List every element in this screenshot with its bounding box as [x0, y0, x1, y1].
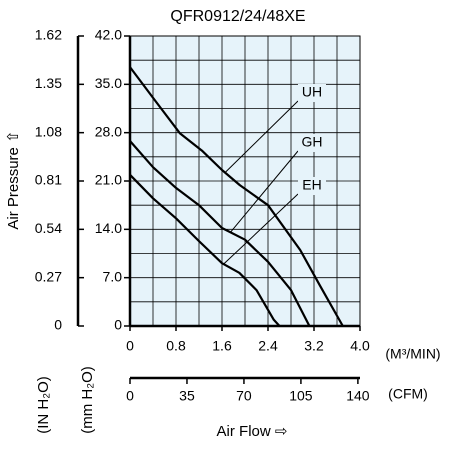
label-bg [298, 134, 326, 152]
x-tick-label: 3.2 [304, 338, 324, 354]
y-tick-label: 42.0 [95, 27, 122, 43]
x2-tick-label: 0 [126, 388, 134, 404]
chart-title: QFR0912/24/48XE [170, 8, 305, 25]
x-tick-label: 0.8 [166, 338, 186, 354]
line-series [129, 174, 281, 327]
x-axis-label: Air Flow ⇨ [217, 423, 288, 440]
x2-tick-label: 105 [289, 388, 313, 404]
x-tick-label: 0 [126, 338, 134, 354]
y2-tick-label: 1.08 [35, 123, 62, 139]
y-tick-label: 35.0 [95, 75, 122, 91]
y2-tick-label: 1.62 [35, 27, 62, 43]
label-bg [298, 177, 326, 195]
line-series [129, 140, 311, 327]
y-unit-label: (mm H₂O) [79, 366, 96, 433]
series-label: UH [302, 84, 322, 100]
y-tick-label: 21.0 [95, 172, 122, 188]
x-tick-label: 4.0 [350, 338, 370, 354]
leader-line [222, 193, 299, 265]
y2-tick-label: 1.35 [35, 75, 62, 91]
y-tick-label: 7.0 [103, 268, 123, 284]
y2-unit-label: (IN H₂O) [35, 376, 52, 433]
x-tick-label: 2.4 [258, 338, 278, 354]
series-label: GH [302, 134, 323, 150]
y-tick-label: 0 [114, 317, 122, 333]
leader-line [230, 150, 299, 233]
x-tick-label: 1.6 [212, 338, 232, 354]
label-bg [298, 84, 326, 102]
y-axis-label: Air Pressure ⇧ [5, 130, 22, 229]
y-tick-label: 28.0 [95, 123, 122, 139]
x2-unit-label: (CFM) [388, 386, 428, 402]
x2-tick-label: 35 [179, 388, 195, 404]
x2-tick-label: 70 [236, 388, 252, 404]
y2-tick-label: 0.81 [35, 172, 62, 188]
y2-tick-label: 0.27 [35, 268, 62, 284]
leader-line [224, 100, 299, 174]
y2-tick-label: 0 [54, 317, 62, 333]
y-tick-label: 14.0 [95, 220, 122, 236]
line-series [129, 66, 344, 327]
y2-tick-label: 0.54 [35, 220, 62, 236]
x2-tick-label: 140 [346, 388, 370, 404]
x-unit-label: (M³/MIN) [385, 346, 440, 362]
series-label: EH [302, 177, 321, 193]
